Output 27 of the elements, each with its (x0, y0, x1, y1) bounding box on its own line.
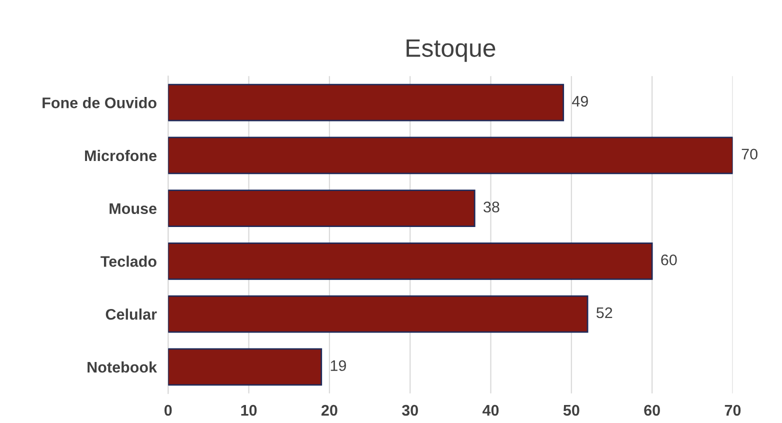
x-tick-label: 10 (241, 404, 257, 416)
y-tick-label: Notebook (88, 361, 158, 373)
chart-title: Estoque (406, 39, 496, 62)
data-label: 49 (572, 96, 588, 107)
y-tick-label: Teclado (100, 256, 156, 267)
data-label: 19 (330, 360, 346, 372)
data-label: 52 (596, 307, 612, 318)
y-tick-label: Celular (106, 308, 157, 320)
bar (168, 295, 588, 333)
y-tick-label: Mouse (110, 203, 156, 214)
bar (168, 84, 564, 122)
x-tick-label: 20 (321, 404, 338, 416)
bar (168, 348, 322, 386)
bar (168, 242, 653, 280)
x-tick-label: 30 (402, 404, 418, 416)
data-label: 60 (661, 254, 677, 266)
x-tick-label: 70 (724, 404, 741, 416)
bar (168, 136, 733, 174)
data-label: 38 (484, 202, 500, 212)
x-tick-label: 0 (164, 404, 172, 416)
bar (168, 190, 476, 227)
x-tick-label: 60 (644, 404, 660, 416)
y-tick-label: Fone de Ouvido (42, 97, 156, 108)
data-label: 70 (742, 148, 758, 160)
x-tick-label: 50 (563, 404, 580, 416)
y-tick-label: Microfone (85, 150, 157, 162)
x-tick-label: 40 (482, 404, 499, 416)
